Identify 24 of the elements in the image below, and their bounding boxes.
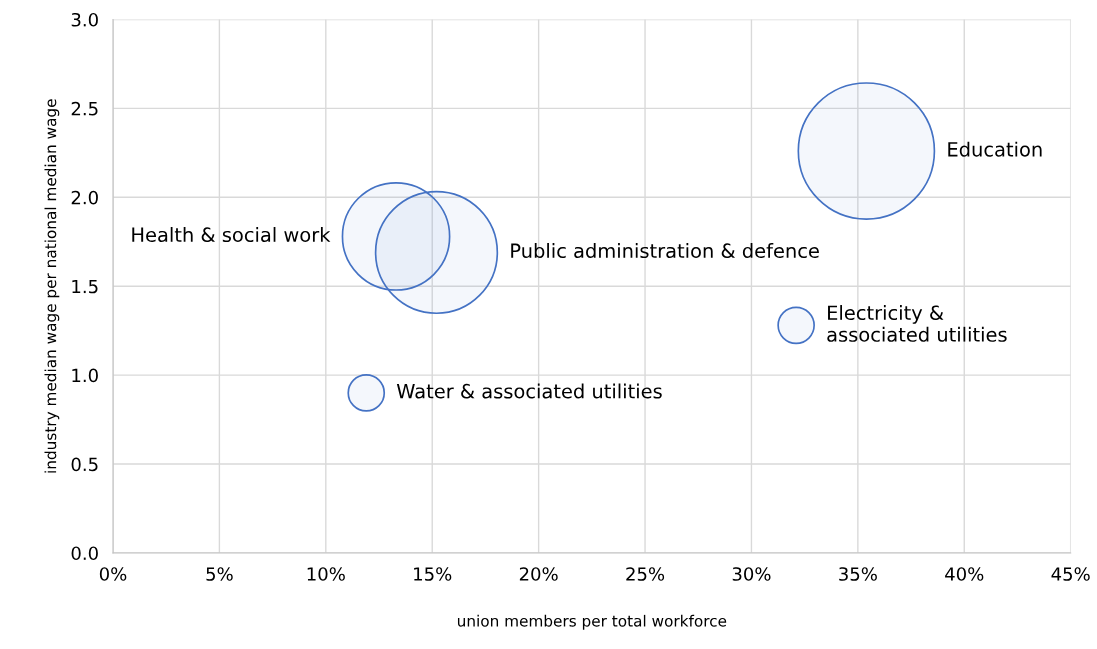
x-tick-label: 20%	[519, 567, 558, 581]
x-tick-label: 30%	[732, 567, 771, 581]
x-axis-title: union members per total workforce	[457, 614, 727, 630]
x-tick-label: 45%	[1051, 567, 1090, 581]
y-tick-label: 1.5	[72, 279, 98, 294]
y-tick-label: 0.0	[71, 546, 98, 561]
series-label: Education	[948, 141, 1042, 157]
series-label: Electricity & associated utilities	[827, 305, 1007, 342]
series-label: Public administration & defence	[511, 243, 819, 259]
x-tick-label: 40%	[945, 567, 984, 581]
x-tick-label: 0%	[99, 567, 127, 581]
series-label: Health & social work	[132, 227, 331, 243]
y-tick-label: 0.5	[71, 457, 98, 472]
y-tick-label: 2.0	[71, 190, 98, 205]
series-label: Water & associated utilities	[396, 383, 662, 399]
y-axis-title: industry median wage per national median wage	[44, 99, 60, 473]
x-tick-label: 5%	[206, 567, 233, 581]
x-tick-label: 15%	[414, 567, 452, 581]
x-tick-label: 10%	[307, 567, 345, 581]
y-tick-label: 1.0	[72, 368, 98, 383]
x-tick-label: 35%	[839, 567, 877, 581]
y-tick-label: 3.0	[71, 12, 98, 27]
y-tick-label: 2.5	[71, 101, 98, 116]
x-tick-label: 25%	[626, 567, 665, 581]
